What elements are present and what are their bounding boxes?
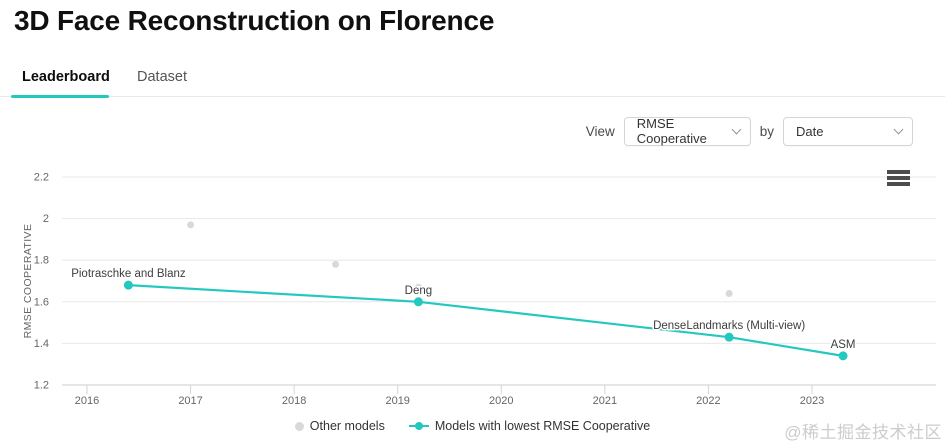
chart-view-controls: View RMSE Cooperative by Date — [586, 116, 913, 146]
x-tick-label: 2018 — [282, 395, 306, 407]
group-by-select-value: Date — [796, 123, 824, 139]
legend-label: Models with lowest RMSE Cooperative — [434, 419, 651, 433]
by-label: by — [759, 123, 774, 139]
chart-legend: Other models Models with lowest RMSE Coo… — [0, 415, 945, 437]
other-model-point[interactable] — [332, 260, 340, 268]
teal-line-marker-icon — [408, 422, 429, 431]
metric-select[interactable]: RMSE Cooperative — [623, 116, 751, 146]
x-tick-label: 2023 — [800, 395, 824, 407]
gray-dot-icon — [294, 421, 304, 431]
other-model-point[interactable] — [725, 289, 733, 297]
tab-leaderboard[interactable]: Leaderboard — [22, 69, 110, 85]
y-tick-label: 1.2 — [34, 380, 49, 392]
tab-dataset[interactable]: Dataset — [137, 69, 187, 85]
data-point-label: ASM — [831, 339, 856, 351]
legend-item-best-models[interactable]: Models with lowest RMSE Cooperative — [408, 419, 651, 433]
other-model-point[interactable] — [187, 221, 195, 229]
chart-canvas[interactable]: 2.2 2 1.8 1.6 1.4 1.2 2016 2017 2018 2019 2020 2021… — [0, 158, 945, 412]
watermark: @稀土掘金技术社区 — [784, 423, 942, 442]
best-model-point[interactable] — [838, 351, 848, 361]
y-tick-label: 2.2 — [34, 172, 49, 184]
legend-item-other-models[interactable]: Other models — [294, 419, 385, 433]
data-point-label: Deng — [405, 285, 433, 297]
chevron-down-icon — [731, 124, 742, 135]
y-tick-label: 1.8 — [34, 255, 49, 267]
x-tick-label: 2020 — [489, 395, 513, 407]
view-label: View — [585, 123, 615, 139]
y-tick-label: 1.6 — [34, 296, 49, 308]
data-point-label: Piotraschke and Blanz — [71, 268, 186, 280]
best-models-line — [127, 284, 845, 357]
y-axis-title: RMSE COOPERATIVE — [22, 224, 34, 339]
data-point-label: DenseLandmarks (Multi-view) — [653, 320, 805, 332]
chart-menu-button[interactable] — [887, 169, 911, 187]
hamburger-icon — [887, 170, 910, 174]
y-tick-label: 1.4 — [34, 338, 49, 350]
active-tab-underline — [11, 95, 109, 98]
x-tick-label: 2021 — [593, 395, 617, 407]
best-model-point[interactable] — [413, 297, 423, 307]
chevron-down-icon — [893, 124, 904, 135]
legend-label: Other models — [309, 419, 385, 433]
y-tick-label: 2 — [43, 213, 49, 225]
x-tick-label: 2022 — [696, 395, 720, 407]
group-by-select[interactable]: Date — [783, 116, 913, 146]
best-model-point[interactable] — [123, 280, 133, 290]
x-tick-label: 2016 — [75, 395, 99, 407]
page-title: 3D Face Reconstruction on Florence — [14, 5, 495, 36]
x-tick-label: 2017 — [178, 395, 202, 407]
leaderboard-chart: 2.2 2 1.8 1.6 1.4 1.2 2016 2017 2018 2019 2020 2021… — [0, 158, 945, 412]
other-model-point[interactable] — [414, 283, 422, 291]
metric-select-value: RMSE Cooperative — [636, 116, 707, 146]
tab-bar: Leaderboard Dataset — [0, 60, 945, 98]
x-tick-label: 2019 — [385, 395, 409, 407]
best-model-point[interactable] — [724, 332, 734, 342]
